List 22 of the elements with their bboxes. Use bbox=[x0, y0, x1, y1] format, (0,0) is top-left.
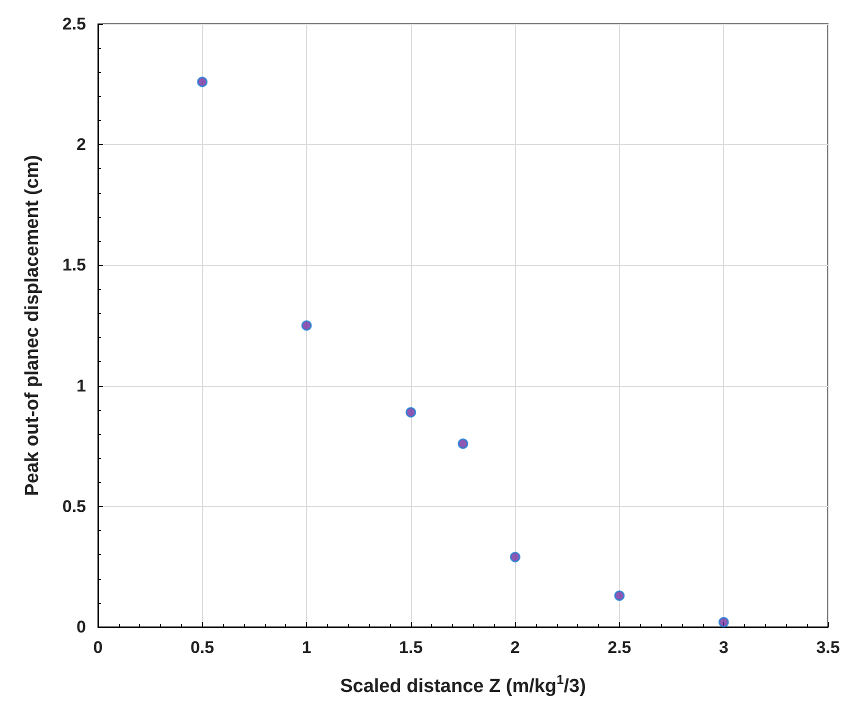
point bbox=[301, 320, 312, 331]
x-tick-label: 1 bbox=[302, 638, 312, 657]
point bbox=[718, 616, 729, 628]
y-tick-label: 0.5 bbox=[62, 496, 86, 516]
point bbox=[406, 407, 416, 418]
x-tick-label: 3.5 bbox=[816, 638, 840, 657]
x-tick-label: 1.5 bbox=[399, 638, 423, 657]
x-tick-label: 2 bbox=[510, 638, 520, 657]
x-tick-label: 0 bbox=[93, 638, 103, 657]
point bbox=[458, 438, 468, 449]
y-axis-title: Peak out-of planec displacement (cm) bbox=[22, 154, 43, 496]
y-tick-label: 1 bbox=[76, 376, 86, 396]
y-tick-label: 2 bbox=[76, 135, 86, 154]
x-tick-label: 0.5 bbox=[190, 638, 214, 657]
point bbox=[614, 590, 625, 601]
y-tick-label: 0 bbox=[76, 618, 86, 636]
y-tick-label: 1.5 bbox=[62, 256, 86, 275]
x-tick-label: 3 bbox=[718, 638, 728, 657]
x-tick-label: 2.5 bbox=[608, 638, 632, 657]
y-tick-label: 2.5 bbox=[62, 14, 86, 34]
point bbox=[197, 76, 208, 88]
point bbox=[510, 552, 520, 562]
